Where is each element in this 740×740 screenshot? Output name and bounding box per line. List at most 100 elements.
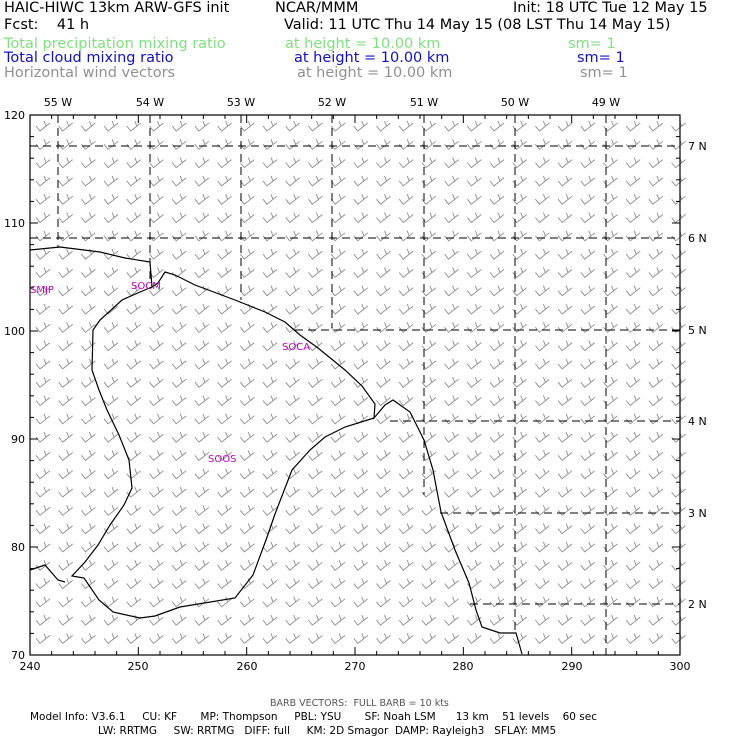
wind-barb	[466, 468, 482, 480]
wind-barb	[81, 486, 96, 498]
wind-barb	[330, 431, 346, 443]
wind-barb	[466, 431, 482, 443]
wind-barb	[671, 175, 686, 187]
wind-barb	[58, 486, 73, 498]
wind-barb	[648, 633, 664, 645]
wind-barb	[285, 505, 300, 516]
wind-barb	[535, 267, 550, 279]
wind-barb	[466, 413, 482, 425]
wind-barb	[217, 212, 232, 224]
wind-barb	[398, 505, 414, 516]
wind-barb	[285, 614, 300, 626]
wind-barb	[444, 340, 459, 352]
wind-barb	[217, 157, 232, 169]
wind-barb	[217, 267, 232, 279]
wind-barb	[421, 596, 437, 608]
wind-barb	[149, 450, 164, 462]
wind-barb	[580, 230, 596, 242]
wind-barb	[398, 340, 414, 352]
wind-barb	[671, 139, 686, 150]
wind-barb	[194, 340, 210, 352]
wind-barb	[489, 230, 505, 242]
wind-barb	[103, 194, 119, 205]
wind-barb	[103, 560, 119, 571]
wind-barb	[285, 377, 300, 388]
wind-barb	[330, 633, 346, 645]
wind-barb	[625, 322, 641, 333]
wind-barb	[580, 431, 596, 443]
wind-barb	[126, 322, 142, 333]
wind-barb	[103, 468, 119, 480]
wind-barb	[239, 377, 255, 388]
wind-barb	[603, 413, 618, 425]
wind-barb	[330, 541, 346, 553]
wind-barb	[171, 322, 187, 333]
wind-barb	[625, 285, 641, 297]
wind-barb	[285, 486, 300, 498]
wind-barb	[103, 175, 119, 187]
wind-barb	[557, 120, 573, 132]
wind-barb	[580, 633, 596, 645]
wind-barb	[648, 560, 664, 571]
wind-barb	[444, 505, 459, 516]
wind-barb	[444, 157, 459, 169]
x-tick-label: 240	[20, 660, 41, 673]
wind-barb	[557, 322, 573, 333]
wind-barb	[239, 614, 255, 626]
wind-barb	[103, 230, 119, 242]
wind-barb	[444, 578, 459, 590]
wind-barb	[489, 120, 505, 132]
wind-barb	[35, 120, 51, 132]
wind-barb	[330, 560, 346, 571]
model-info-line-1: Model Info: V3.6.1 CU: KF MP: Thompson P…	[30, 711, 597, 723]
wind-barb	[353, 505, 369, 516]
wind-barb	[466, 248, 482, 260]
wind-barb	[648, 523, 664, 535]
wind-barb	[466, 322, 482, 333]
wind-barb	[353, 560, 369, 571]
wind-barb	[353, 285, 369, 297]
wind-barb	[625, 541, 641, 553]
wind-barb	[648, 340, 664, 352]
wind-barb	[285, 468, 300, 480]
wind-barb	[580, 139, 596, 150]
wind-barb	[262, 633, 278, 645]
wind-barb	[625, 468, 641, 480]
wind-barb	[103, 322, 119, 333]
wind-barb	[239, 395, 255, 407]
wind-barb	[580, 322, 596, 333]
wind-barb	[35, 377, 51, 388]
station-socm: SOCM	[131, 281, 161, 292]
wind-barb	[671, 377, 686, 388]
wind-barb	[58, 322, 73, 333]
wind-barb	[648, 267, 664, 279]
wind-barb	[580, 505, 596, 516]
wind-barb	[625, 523, 641, 535]
coastline-borders	[29, 246, 523, 655]
wind-barb	[217, 431, 232, 443]
wind-barb	[285, 230, 300, 242]
wind-barb	[194, 157, 210, 169]
wind-barb	[671, 596, 686, 608]
wind-barb	[35, 395, 51, 407]
wind-barb	[194, 413, 210, 425]
wind-barb	[489, 194, 505, 205]
wind-barb	[648, 230, 664, 242]
wind-barb	[81, 395, 96, 407]
wind-barb	[535, 541, 550, 553]
wind-barb	[239, 413, 255, 425]
wind-barb	[81, 633, 96, 645]
wind-barb	[398, 212, 414, 224]
wind-barb	[603, 358, 618, 370]
y-tick-label: 70	[11, 649, 25, 662]
wind-barb	[171, 358, 187, 370]
wind-barb	[308, 413, 323, 425]
forecast-hour: Fcst: 41 h	[4, 17, 90, 33]
wind-barb	[35, 431, 51, 443]
wind-barb	[535, 578, 550, 590]
wind-barb	[58, 413, 73, 425]
wind-barb	[103, 248, 119, 260]
wind-barb	[239, 560, 255, 571]
wind-barb	[330, 486, 346, 498]
